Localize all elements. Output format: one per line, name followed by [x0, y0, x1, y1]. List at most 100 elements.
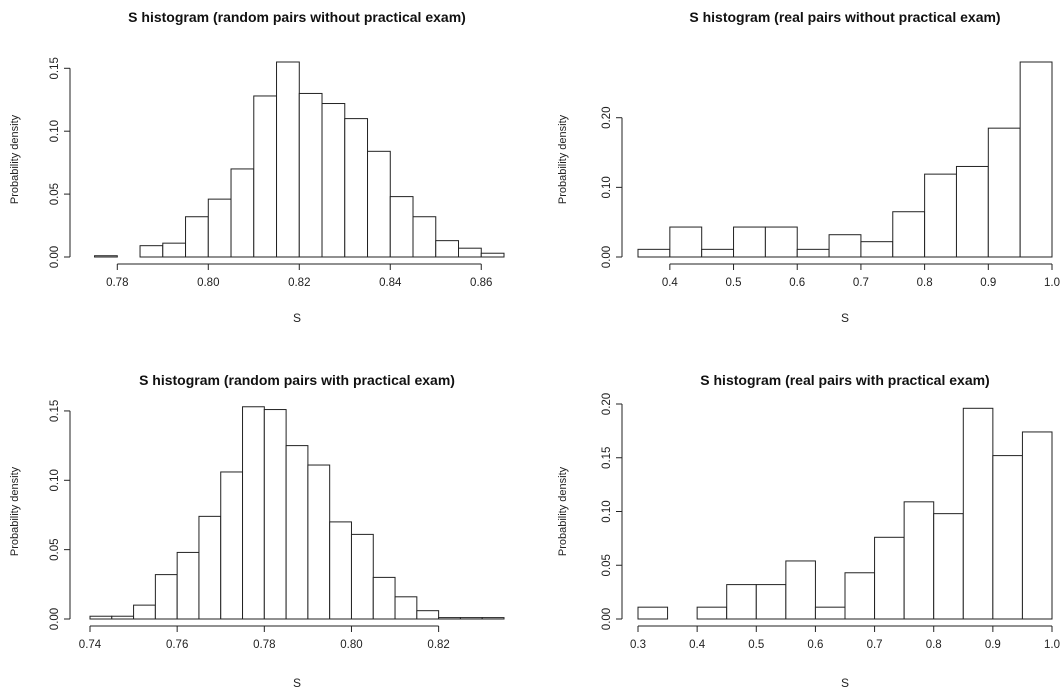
y-tick-label: 0.20 — [601, 107, 613, 129]
histogram-bar — [987, 127, 1021, 258]
histogram-bar — [253, 95, 278, 258]
histogram-bar — [1021, 431, 1053, 620]
histogram-bar — [480, 252, 505, 258]
x-tick-label: 0.5 — [726, 277, 742, 289]
x-tick-label: 0.84 — [379, 277, 402, 289]
y-tick-label: 0.00 — [601, 246, 613, 268]
histogram-bar — [412, 216, 437, 258]
histogram-bar — [285, 445, 309, 620]
y-axis-label: Probability density — [557, 466, 569, 556]
histogram-bar — [329, 521, 352, 620]
histogram-bar — [263, 409, 287, 620]
x-tick-label: 0.78 — [253, 639, 275, 651]
histogram-bar — [874, 536, 905, 620]
histogram-bar — [162, 242, 187, 258]
y-tick-label: 0.10 — [49, 120, 61, 142]
chart-title: S histogram (random pairs without practi… — [128, 9, 466, 25]
y-tick-label: 0.10 — [601, 176, 613, 198]
histogram-bar — [481, 617, 505, 620]
histogram-bar — [389, 196, 414, 258]
x-tick-label: 0.6 — [789, 277, 805, 289]
x-tick-label: 0.76 — [166, 639, 188, 651]
histogram-bar — [860, 241, 894, 258]
histogram-bar — [903, 501, 935, 620]
histogram-bar — [185, 216, 209, 258]
histogram-panel: S histogram (random pairs with practical… — [9, 372, 505, 690]
y-tick-label: 0.05 — [49, 538, 61, 560]
histogram-bar — [924, 173, 957, 258]
histogram-bar — [992, 455, 1023, 620]
histogram-bar — [755, 584, 787, 620]
histogram-bar — [307, 464, 331, 620]
histogram-bar — [701, 248, 735, 258]
x-tick-label: 0.4 — [662, 277, 679, 289]
histogram-bar — [207, 198, 232, 258]
y-axis-label: Probability density — [9, 114, 21, 204]
histogram-bar — [726, 584, 757, 620]
y-tick-label: 0.00 — [49, 608, 61, 630]
x-tick-label: 0.82 — [288, 277, 310, 289]
x-axis-label: S — [293, 676, 301, 690]
histogram-panel: S histogram (real pairs with practical e… — [557, 372, 1060, 690]
histogram-bar — [242, 406, 265, 620]
histogram-bar — [637, 248, 671, 258]
histogram-panel: S histogram (real pairs without practica… — [557, 9, 1060, 325]
histogram-bar — [344, 118, 369, 258]
y-tick-label: 0.20 — [601, 393, 613, 415]
y-tick-label: 0.15 — [601, 447, 613, 469]
histogram-bar — [435, 240, 460, 258]
y-tick-label: 0.10 — [49, 469, 61, 491]
histogram-bar — [133, 604, 156, 620]
histogram-bar — [198, 515, 222, 620]
x-axis-label: S — [841, 311, 849, 325]
x-axis-label: S — [293, 311, 301, 325]
histogram-bar — [892, 211, 926, 258]
histogram-bar — [785, 560, 816, 620]
histogram-bar — [796, 248, 830, 258]
x-tick-label: 0.8 — [917, 277, 933, 289]
histogram-bar — [669, 226, 703, 258]
histogram-bar — [933, 513, 964, 620]
histogram-bar — [154, 574, 178, 620]
histogram-bar — [1019, 61, 1053, 258]
x-tick-label: 0.8 — [926, 639, 942, 651]
y-tick-label: 0.05 — [49, 183, 61, 205]
histogram-bar — [350, 533, 374, 620]
x-tick-label: 0.4 — [689, 639, 706, 651]
histogram-bar — [459, 617, 483, 620]
y-tick-label: 0.15 — [49, 400, 61, 422]
histogram-bar — [394, 596, 418, 620]
y-tick-label: 0.05 — [601, 554, 613, 576]
histogram-bar — [321, 103, 346, 258]
histogram-bar — [89, 615, 113, 620]
y-axis-label: Probability density — [9, 466, 21, 556]
histogram-bar — [696, 606, 728, 620]
x-axis-label: S — [841, 676, 849, 690]
x-tick-label: 0.80 — [340, 639, 362, 651]
y-axis-label: Probability density — [557, 114, 569, 204]
histogram-bar — [458, 247, 482, 258]
histogram-bar — [962, 407, 994, 620]
histogram-bar — [416, 610, 440, 620]
histogram-bar — [764, 226, 798, 258]
x-tick-label: 0.86 — [470, 277, 492, 289]
x-tick-label: 0.82 — [427, 639, 449, 651]
histogram-bar — [637, 606, 669, 620]
histogram-bar — [733, 226, 766, 258]
histogram-bar — [111, 615, 135, 620]
x-tick-label: 1.0 — [1044, 277, 1060, 289]
histogram-bar — [828, 234, 862, 258]
y-tick-label: 0.10 — [601, 500, 613, 522]
histogram-bar — [844, 572, 876, 620]
y-tick-label: 0.00 — [49, 246, 61, 268]
x-tick-label: 0.9 — [980, 277, 996, 289]
histogram-bar — [367, 150, 391, 258]
histogram-bar — [298, 92, 323, 258]
histogram-bar — [230, 168, 255, 258]
y-tick-label: 0.15 — [49, 57, 61, 79]
x-tick-label: 1.0 — [1044, 639, 1060, 651]
histogram-bar — [139, 245, 164, 258]
x-tick-label: 0.80 — [197, 277, 219, 289]
x-tick-label: 0.7 — [867, 639, 883, 651]
